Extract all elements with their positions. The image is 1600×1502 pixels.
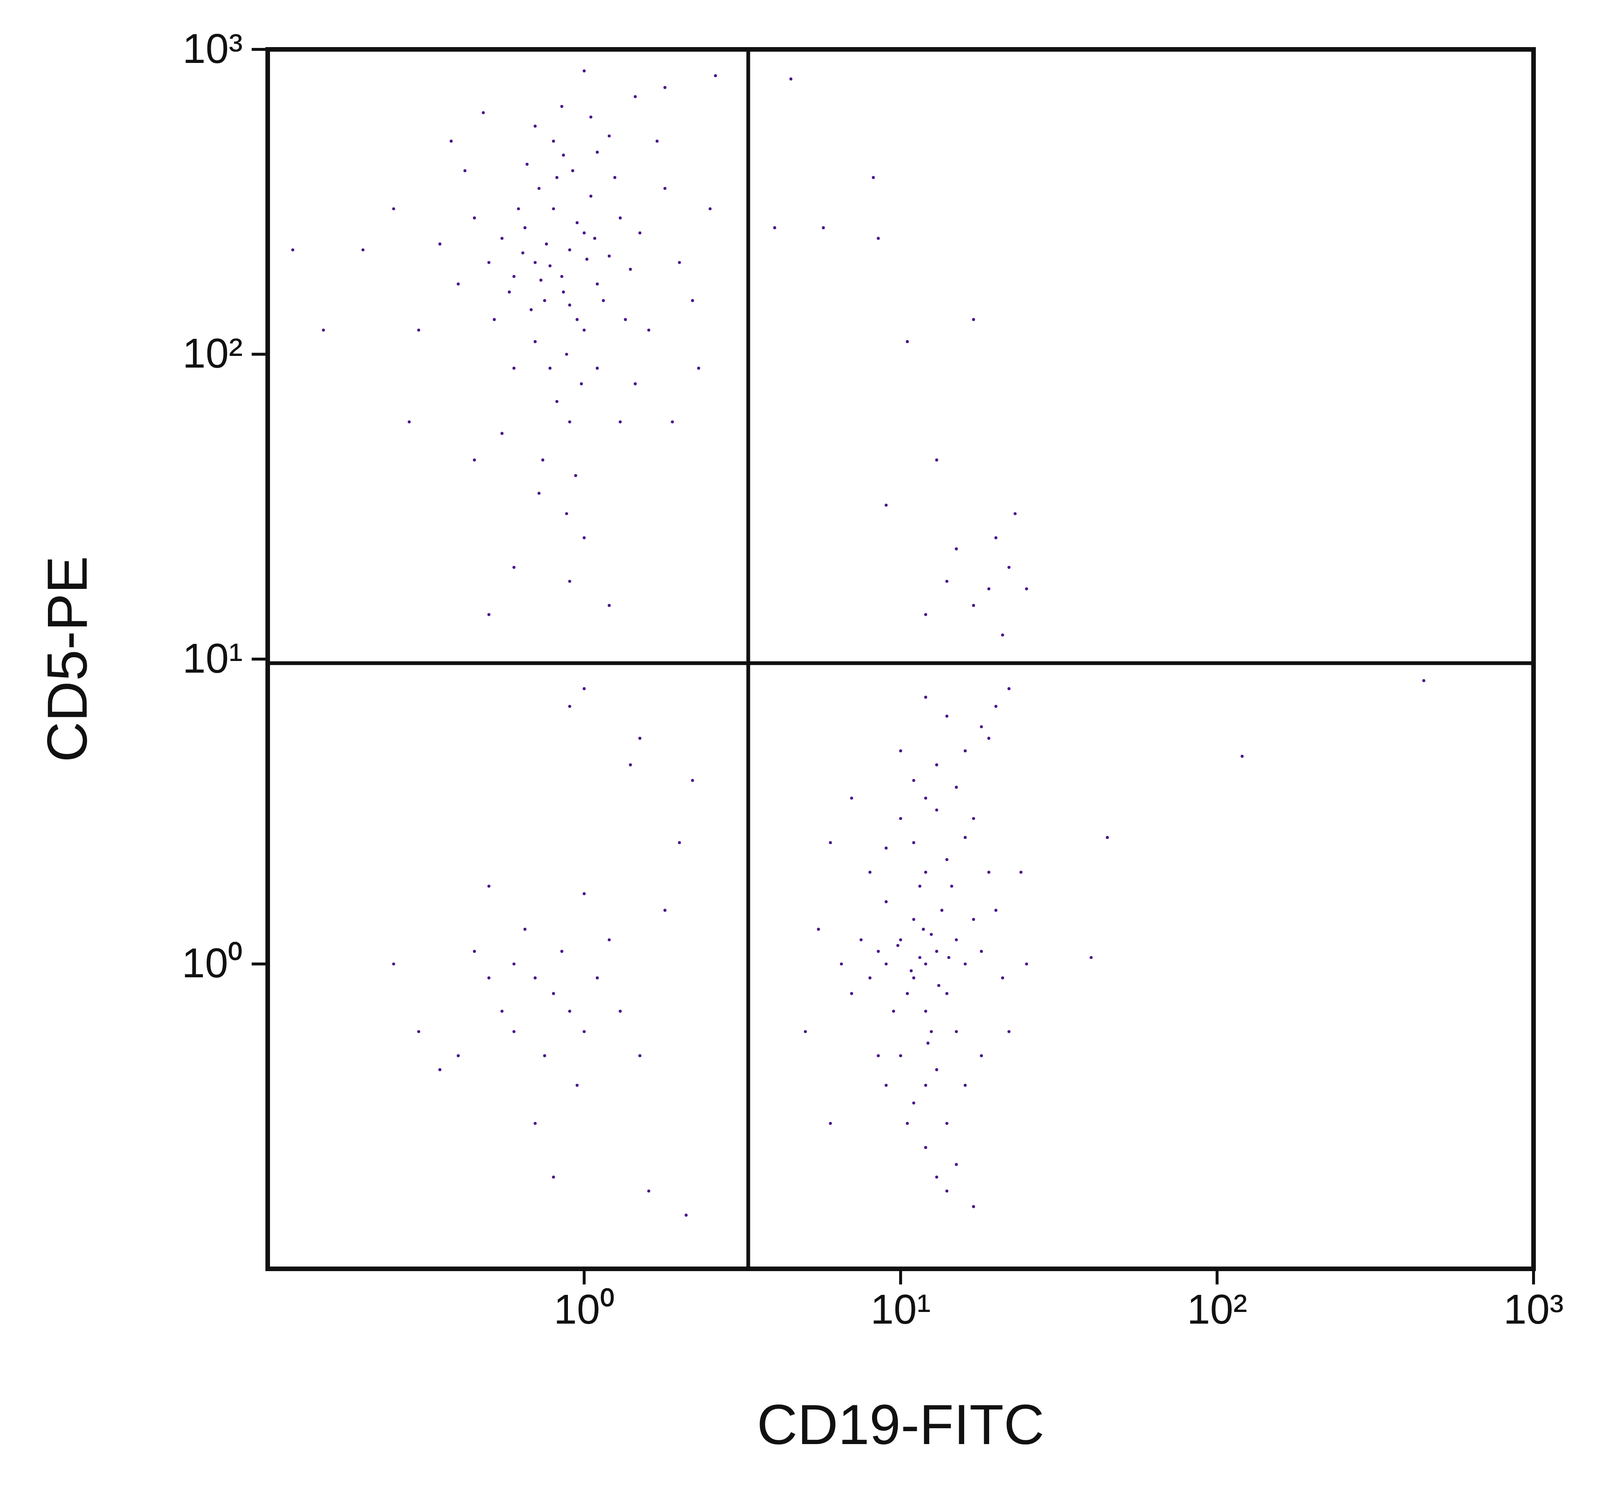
svg-text:CD19-FITC: CD19-FITC — [756, 1392, 1045, 1456]
svg-text:10⁰: 10⁰ — [181, 939, 243, 986]
svg-text:10¹: 10¹ — [870, 1285, 931, 1333]
svg-text:10³: 10³ — [1503, 1285, 1564, 1333]
svg-text:10⁰: 10⁰ — [553, 1285, 615, 1333]
svg-text:10³: 10³ — [182, 25, 243, 72]
svg-text:10²: 10² — [1187, 1285, 1248, 1333]
svg-text:10¹: 10¹ — [182, 634, 243, 682]
svg-text:CD5-PE: CD5-PE — [35, 555, 99, 763]
svg-text:10²: 10² — [182, 329, 243, 377]
